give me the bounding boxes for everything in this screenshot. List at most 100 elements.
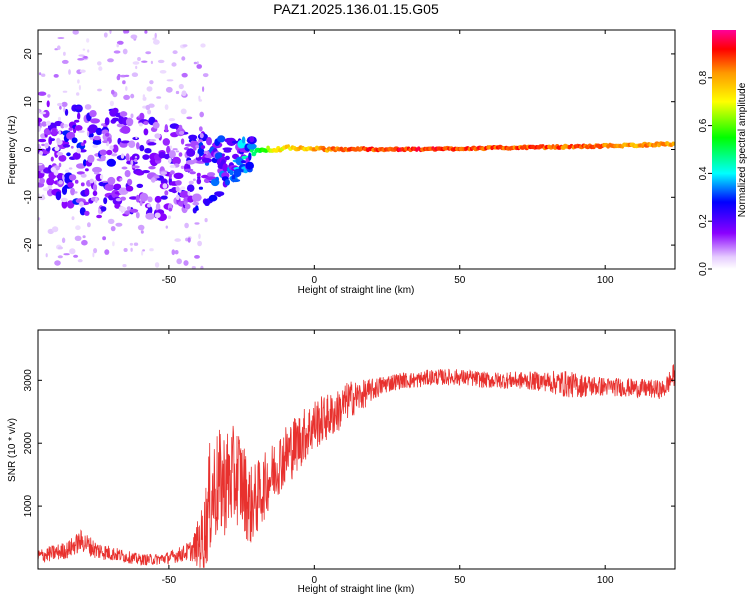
spectrogram-cell bbox=[187, 191, 191, 196]
spectrogram-cell bbox=[197, 139, 203, 143]
spectrogram-cell bbox=[186, 184, 195, 192]
spectrogram-cell bbox=[178, 152, 183, 157]
spectrogram-cell bbox=[109, 30, 112, 34]
spectrogram-cell bbox=[175, 194, 180, 200]
spectrogram-cell bbox=[137, 115, 140, 118]
spectrogram-cell bbox=[109, 145, 114, 150]
spectrogram-cell bbox=[199, 111, 204, 118]
spectrogram-cell bbox=[77, 112, 81, 120]
spectrogram-cell bbox=[72, 152, 81, 160]
spectrogram-cell bbox=[76, 163, 86, 169]
spectrogram-cell bbox=[71, 216, 75, 221]
spectrogram-cell bbox=[54, 149, 59, 158]
spectrogram-cell bbox=[162, 138, 170, 146]
spectrogram-cell bbox=[86, 38, 90, 43]
spectrogram-cell bbox=[92, 183, 98, 192]
spectrogram-cell bbox=[162, 183, 168, 189]
spectrogram-cell bbox=[112, 107, 119, 114]
spectrogram-cell bbox=[111, 89, 115, 95]
spectrogram-cell bbox=[206, 137, 212, 146]
spectrogram-cell bbox=[53, 169, 59, 176]
spectrogram-cell bbox=[148, 166, 156, 170]
spectrogram-cell bbox=[231, 140, 240, 144]
spectrogram-cell bbox=[147, 142, 157, 146]
spectrogram-x-axis-label: Height of straight line (km) bbox=[298, 285, 415, 296]
spectrogram-cell bbox=[137, 224, 145, 231]
spectrogram-cell bbox=[145, 51, 152, 55]
colorbar-tick-label: 0.0 bbox=[698, 262, 709, 276]
spectrogram-cell bbox=[89, 137, 94, 140]
spectrogram-cell bbox=[160, 195, 168, 200]
spectrogram-cell bbox=[121, 189, 126, 192]
spectrogram-cell bbox=[179, 190, 190, 198]
spectrogram-cell bbox=[124, 74, 130, 77]
spectrogram-cell bbox=[83, 140, 87, 144]
spectrogram-cell bbox=[100, 155, 106, 160]
spectrogram-cell bbox=[223, 149, 232, 153]
spectrogram-cell bbox=[139, 200, 143, 207]
spectrogram-cell bbox=[73, 254, 79, 258]
spectrogram-cell bbox=[87, 154, 95, 163]
spectrogram-cell bbox=[111, 153, 118, 157]
spectrogram-cell bbox=[134, 158, 138, 163]
spectrogram-cell bbox=[101, 123, 106, 126]
spectrogram-cell bbox=[149, 80, 154, 85]
spectrogram-cell bbox=[67, 181, 74, 188]
spectrogram-cell bbox=[87, 49, 90, 53]
spectrogram-cell bbox=[104, 183, 115, 191]
spectrogram-cell bbox=[80, 182, 85, 187]
spectrogram-cell bbox=[215, 176, 219, 182]
spectrogram-cell bbox=[122, 264, 127, 268]
spectrogram-cell bbox=[125, 153, 130, 162]
spectrogram-cell bbox=[126, 206, 131, 211]
spectrogram-cell bbox=[95, 127, 103, 136]
spectrogram-cell bbox=[130, 247, 133, 252]
spectrogram-cell bbox=[221, 153, 225, 157]
spectrogram-cell bbox=[230, 178, 241, 183]
colorbar-tick-label: 0.8 bbox=[698, 70, 709, 84]
spectrogram-cell bbox=[123, 94, 130, 100]
spectrogram-cell bbox=[186, 148, 196, 157]
spectrogram-cell bbox=[120, 125, 131, 134]
spectrogram-cell bbox=[38, 117, 43, 123]
spectrogram-cell bbox=[116, 40, 124, 45]
spectrogram-cell bbox=[83, 159, 87, 167]
spectrogram-cell bbox=[107, 58, 114, 63]
spectrogram-cell bbox=[222, 147, 233, 151]
y-tick-label: 0 bbox=[23, 146, 34, 152]
spectrogram-cell bbox=[196, 64, 202, 69]
spectrogram-cell bbox=[81, 239, 88, 246]
spectrogram-cell bbox=[147, 203, 151, 208]
snr-y-axis-label: SNR (10 * v/v) bbox=[7, 418, 18, 482]
spectrogram-cell bbox=[106, 149, 113, 156]
spectrogram-cell bbox=[180, 165, 185, 169]
spectrogram-cell bbox=[172, 148, 178, 151]
spectrogram-cell bbox=[82, 48, 86, 51]
spectrogram-cell bbox=[168, 172, 172, 179]
spectrogram-cell bbox=[74, 125, 83, 131]
spectrogram-cell bbox=[39, 150, 43, 156]
spectrogram-cell bbox=[63, 253, 70, 256]
spectrogram-cell bbox=[60, 197, 68, 203]
spectrogram-cell bbox=[41, 194, 45, 201]
spectrogram-cell bbox=[141, 170, 150, 174]
spectrogram-cell bbox=[174, 250, 179, 255]
spectrogram-cell bbox=[135, 136, 138, 139]
spectrogram-cell bbox=[222, 163, 229, 172]
spectrogram-cell bbox=[61, 101, 68, 107]
spectrogram-cell bbox=[106, 158, 117, 167]
spectrogram-cell bbox=[70, 187, 76, 196]
spectrogram-cell bbox=[57, 255, 63, 259]
spectrogram-cell bbox=[173, 172, 184, 179]
spectrogram-cell bbox=[184, 222, 189, 229]
spectrogram-cell bbox=[235, 156, 244, 166]
spectrogram-cell bbox=[249, 136, 255, 143]
spectrogram-heatmap bbox=[38, 30, 675, 269]
spectrogram-cell bbox=[130, 159, 134, 166]
spectrogram-cell bbox=[61, 237, 66, 244]
spectrogram-cell bbox=[120, 153, 125, 159]
spectrogram-cell bbox=[142, 249, 146, 252]
spectrogram-cell bbox=[152, 121, 160, 129]
spectrogram-cell bbox=[178, 83, 184, 90]
spectrogram-cell bbox=[144, 148, 152, 154]
